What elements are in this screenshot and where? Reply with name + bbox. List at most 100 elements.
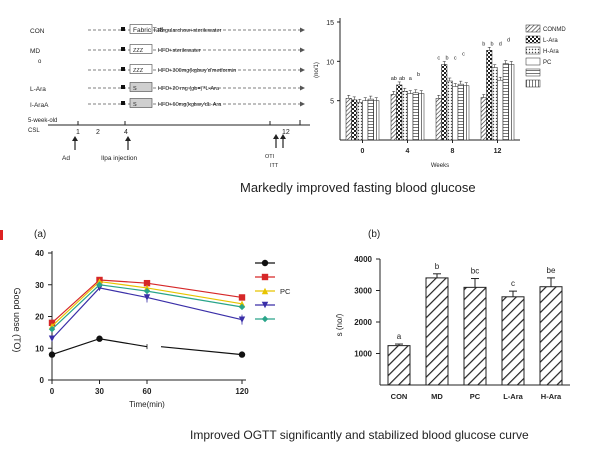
bar [351,99,358,141]
bar [463,85,470,141]
marker-label: OTI [265,154,275,160]
bar [435,98,442,141]
group-treatment: HFD+60mg(kgbwy'dL-Ara [158,102,222,108]
significance-letter: ab [391,76,397,82]
bar [508,64,515,141]
significance-letter: be [547,266,556,275]
data-point [238,303,246,311]
data-point [261,259,269,267]
group-treatment: HFD+20 mg (gb=)'*L-Ara [158,86,220,92]
group-icon-box [129,98,153,108]
data-point [96,281,103,288]
y-axis-label: Good uose (TO) [12,288,22,353]
series-line [51,284,243,330]
top-caption: Markedly improved fasting blood glucose [240,180,476,195]
x-tick-label: 30 [95,387,104,396]
week-mark: 12 [282,129,290,136]
x-tick-label: MD [431,392,443,401]
data-point [48,335,56,342]
x-tick-label: 12 [494,148,502,155]
bottom-caption: Improved OGTT significantly and stabiliz… [190,428,529,442]
series-line [51,280,243,327]
significance-letter: c [437,55,440,61]
group-treatment: Regularchow+sterilewater [158,28,222,34]
series-line [160,346,243,356]
legend-label: PC [280,287,291,296]
group-label: MD [30,48,40,55]
bar [362,100,369,141]
legend-swatch [525,35,541,44]
y-tick-label: 1000 [354,350,372,359]
x-tick-label: H-Ara [541,392,562,401]
bar [412,92,419,141]
bar [457,83,464,141]
group-label: I-AraA [30,102,49,109]
data-point [143,294,151,301]
bar [452,86,459,141]
data-point [261,287,269,295]
bar [401,90,408,141]
y-tick-label: 0 [40,376,45,385]
significance-letter: a [397,332,402,341]
bar [373,100,380,141]
x-tick-label: 120 [235,387,249,396]
auc-bar-chart: (b) 1000 2000 3000 4000 s (no/) a CON b MD bc PC c L-… [335,229,570,401]
legend-label: CONMD [543,27,566,33]
bar [418,93,425,141]
x-tick-label: 0 [50,387,55,396]
y-tick-label: 10 [326,59,334,66]
x-tick-label: 60 [143,387,152,396]
arrow-head [300,85,305,91]
significance-letter: b [417,72,420,78]
ogtt-line-chart: (a) 0 10 20 30 40 0 30 60 120 Time(min) Good uose (… [12,229,291,409]
arrow-head [300,47,305,53]
bar [356,101,363,141]
y-tick-label: 20 [35,313,44,322]
bar [480,97,487,141]
legend-swatch [525,68,541,77]
series-line [51,287,243,340]
x-axis-label: Weeks [431,163,449,169]
group-icon-box [129,82,153,92]
x-tick-label: 0 [361,148,365,155]
arrow-head [300,67,305,73]
arrow-head [300,101,305,107]
y-tick-label: 10 [35,344,44,353]
significance-letter: b [482,41,485,47]
significance-letter: a [409,76,413,82]
significance-letter: c [511,279,515,288]
bar [345,98,352,141]
week-mark: 1 [76,129,80,136]
marker-label: Ad [62,155,70,162]
group-label: L-Ara [30,86,46,93]
significance-letter: ab [399,76,405,82]
bar [502,63,509,141]
group-icon-text: S [133,86,137,92]
x-tick-label: CON [391,392,408,401]
start-sub-label: CSL [28,128,40,134]
data-point [96,335,103,342]
bar [539,286,563,386]
bar [367,98,374,141]
data-point [48,326,56,333]
legend-swatch [525,79,541,88]
panel-label: (a) [34,229,46,240]
group-treatment: HFD+300mg(kgbwy'd'metformin [158,68,236,74]
group-label: CON [30,28,45,35]
significance-letter: b [490,41,493,47]
legend-swatch [525,46,541,55]
data-point [238,316,246,323]
significance-letter: bc [471,267,479,276]
y-axis-label: s (no/) [335,313,344,336]
legend-label: L-Ara [543,38,558,44]
red-edge-mark [0,230,3,240]
data-point [48,351,56,358]
group-icon-text: ZZZ [133,68,144,74]
group-sublabel: o [38,59,42,65]
bar [491,67,498,141]
start-label: 5-week-old [28,118,57,124]
significance-letter: c [454,55,457,61]
marker-label: Ilpa injection [101,155,138,162]
